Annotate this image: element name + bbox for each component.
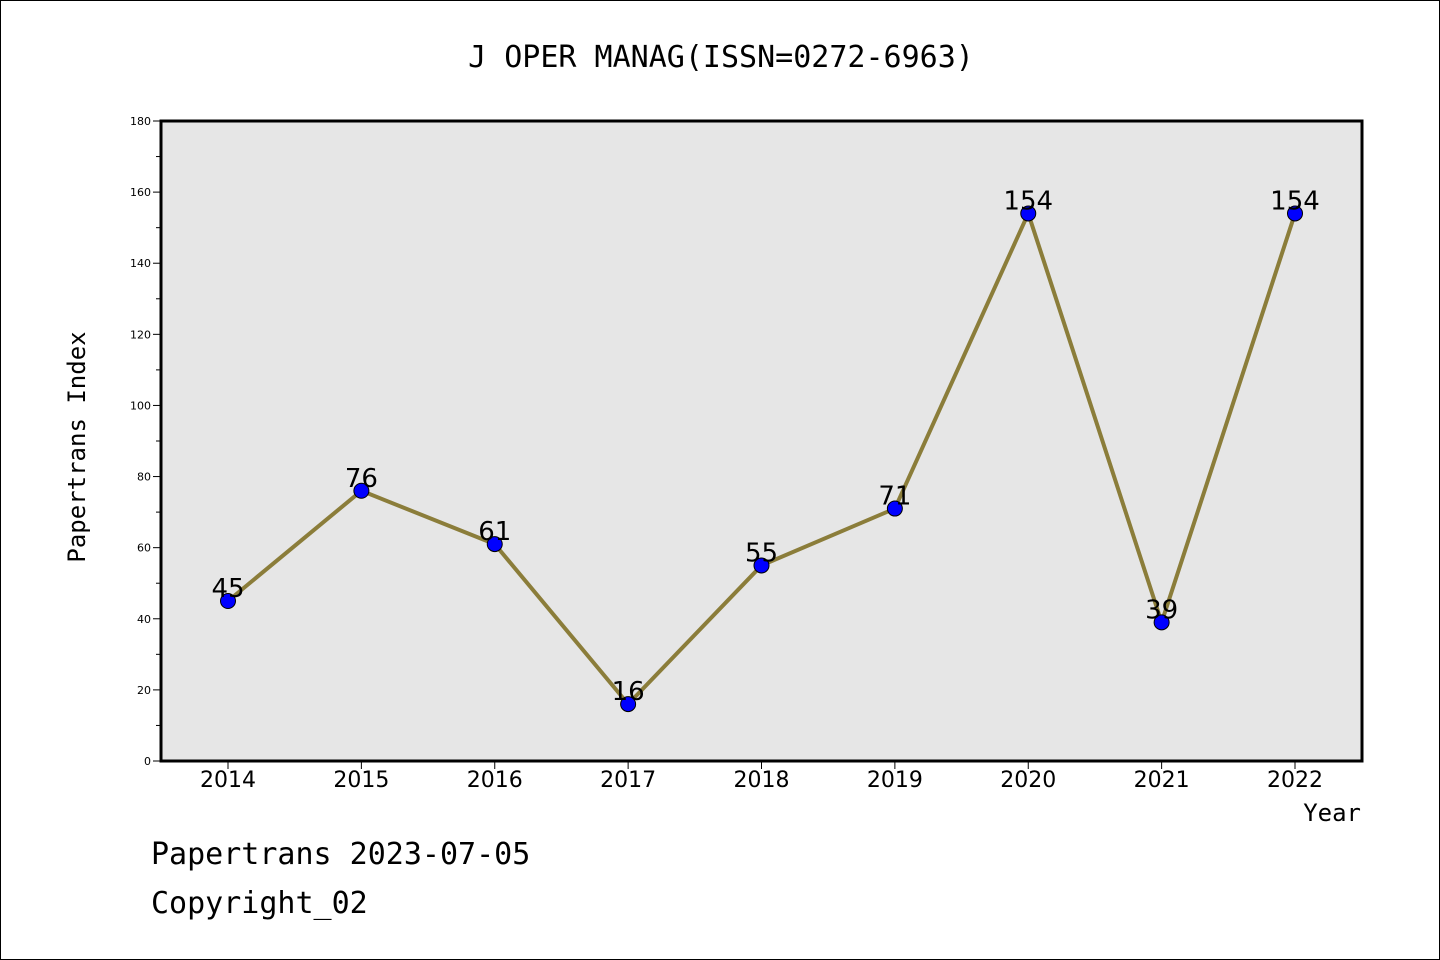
x-axis: 2014 2015 2016 2017 2018 2019 2020 2021 2022 xyxy=(200,761,1323,793)
plot-area xyxy=(161,121,1362,761)
x-tick-label: 2016 xyxy=(467,768,523,793)
data-point xyxy=(353,482,370,499)
chart-title: J OPER MANAG(ISSN=0272-6963) xyxy=(468,40,974,75)
footer-copyright: Copyright_02 xyxy=(151,886,368,921)
x-tick-label: 2019 xyxy=(867,768,923,793)
data-label: 76 xyxy=(345,464,378,494)
data-point xyxy=(886,500,903,517)
plot-frame xyxy=(159,119,1364,763)
data-label: 55 xyxy=(745,538,778,568)
data-label: 71 xyxy=(878,482,911,512)
data-point xyxy=(1153,614,1170,631)
data-point xyxy=(1020,205,1037,222)
y-tick-label: 140 xyxy=(130,257,151,270)
x-tick-label: 2022 xyxy=(1267,768,1323,793)
data-point xyxy=(220,593,236,609)
data-label: 16 xyxy=(612,677,645,707)
x-tick-label: 2017 xyxy=(600,768,656,793)
y-tick-label: 100 xyxy=(130,399,151,412)
y-tick-label: 180 xyxy=(130,115,151,128)
x-tick-label: 2018 xyxy=(734,768,790,793)
data-labels: 45 76 61 16 55 71 154 39 154 xyxy=(211,186,1319,707)
x-axis-label: Year xyxy=(1303,799,1361,827)
data-label: 154 xyxy=(1270,186,1320,216)
y-axis: 0 20 40 60 80 100 120 140 160 180 xyxy=(130,115,161,768)
y-tick-label: 120 xyxy=(130,328,151,341)
x-tick-label: 2021 xyxy=(1134,768,1190,793)
y-tick-label: 0 xyxy=(144,755,151,768)
footer-date: Papertrans 2023-07-05 xyxy=(151,837,531,872)
y-tick-label: 20 xyxy=(137,684,151,697)
y-tick-label: 60 xyxy=(137,542,151,555)
x-tick-label: 2015 xyxy=(333,768,389,793)
data-point xyxy=(620,696,637,713)
data-point xyxy=(486,536,503,553)
y-tick-label: 80 xyxy=(137,471,151,484)
y-tick-label: 160 xyxy=(130,186,151,199)
data-label: 39 xyxy=(1145,595,1178,625)
data-point xyxy=(1287,205,1303,222)
data-label: 154 xyxy=(1003,186,1053,216)
data-label: 45 xyxy=(211,574,244,604)
y-tick-label: 40 xyxy=(137,613,151,626)
y-axis-label: Papertrans Index xyxy=(63,331,91,562)
data-point xyxy=(753,557,770,574)
series-markers xyxy=(220,205,1303,713)
x-tick-label: 2020 xyxy=(1000,768,1056,793)
data-label: 61 xyxy=(478,517,511,547)
x-tick-label: 2014 xyxy=(200,768,256,793)
